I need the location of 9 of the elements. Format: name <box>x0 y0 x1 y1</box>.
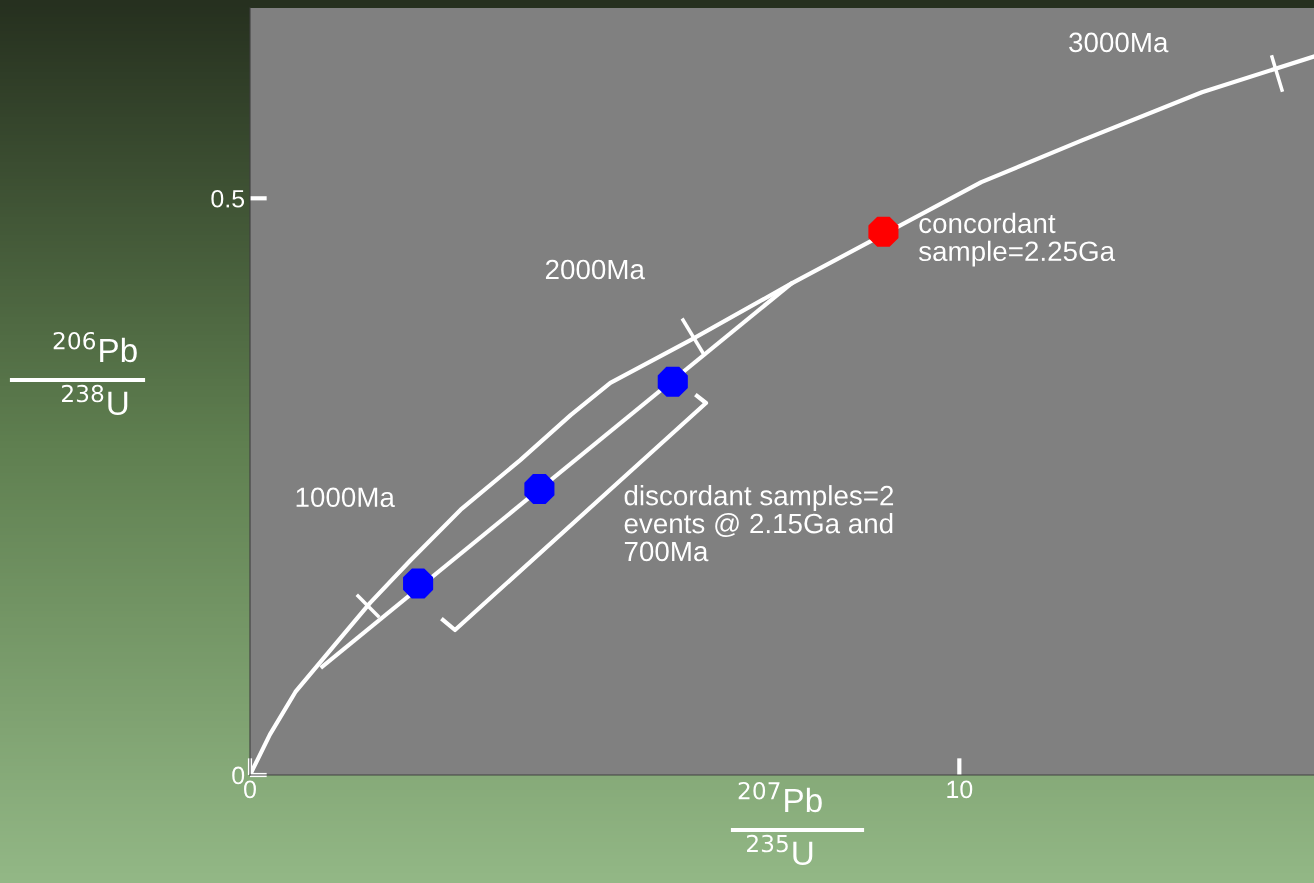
y-axis-title: $^{206}$Pb $^{238}$U <box>53 331 137 416</box>
x-tick-label: 10 <box>947 780 973 799</box>
annotation: discordant samples=2 events @ 2.15Ga and 700Ma <box>624 485 894 562</box>
x-axis-title: $^{207}$Pb $^{235}$U <box>738 781 822 866</box>
annotation: 3000Ma <box>1069 32 1169 53</box>
annotation: concordant sample=2.25Ga <box>918 212 1116 267</box>
annotation: 2000Ma <box>545 259 645 280</box>
y-tick-label: 0.5 <box>211 189 245 208</box>
annotation: 1000Ma <box>296 487 395 508</box>
